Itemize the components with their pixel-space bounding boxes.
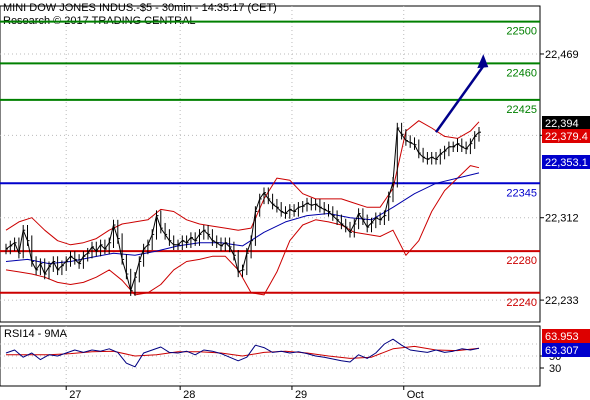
y-tick-label: 22,469: [545, 49, 579, 61]
last-price-badge: 22,394: [545, 118, 579, 130]
last-price-badge-bg: [542, 116, 590, 130]
rsi-tick-label: 30: [549, 363, 561, 375]
level-label-22460: 22460: [506, 67, 537, 79]
moving-average-badge-bg: [542, 155, 590, 169]
y-tick-label: 22,233: [545, 295, 579, 307]
level-label-22425: 22425: [506, 104, 537, 116]
level-label-22240: 22240: [506, 297, 537, 309]
rsi-value-badge-bg: [542, 343, 590, 357]
x-tick-label: 29: [295, 389, 307, 400]
forecast-arrow-shaft: [434, 65, 485, 133]
chart-title: MINI DOW JONES INDUS.-$5 - 30min - 14:35…: [3, 2, 277, 14]
x-tick-label: Oct: [407, 389, 424, 400]
bollinger-lower-line: [5, 165, 480, 296]
rsi-line: [5, 338, 480, 368]
level-label-22500: 22500: [506, 26, 537, 38]
rsi-ma-badge: 63.953: [545, 331, 579, 343]
x-tick-label: 28: [183, 389, 195, 400]
rsi-ma-line: [6, 345, 480, 359]
price-panel-frame: [0, 5, 541, 323]
rsi-ma-badge-bg: [542, 329, 590, 343]
bollinger-upper-badge: 22,379.4: [545, 131, 588, 143]
bollinger-upper-badge-bg: [542, 129, 590, 143]
rsi-title: RSI14 - 9MA: [4, 328, 68, 340]
moving-average-line: [5, 172, 480, 265]
moving-average-badge: 22,353.1: [545, 157, 588, 169]
forecast-arrow-head: [477, 54, 489, 69]
level-label-22280: 22280: [506, 255, 537, 267]
y-tick-label: 22,312: [545, 213, 579, 225]
level-label-22345: 22345: [506, 187, 537, 199]
bollinger-upper-line: [5, 120, 480, 246]
x-tick-label: 27: [69, 389, 81, 400]
rsi-value-badge: 63.307: [545, 345, 579, 357]
price-line: [5, 127, 480, 292]
